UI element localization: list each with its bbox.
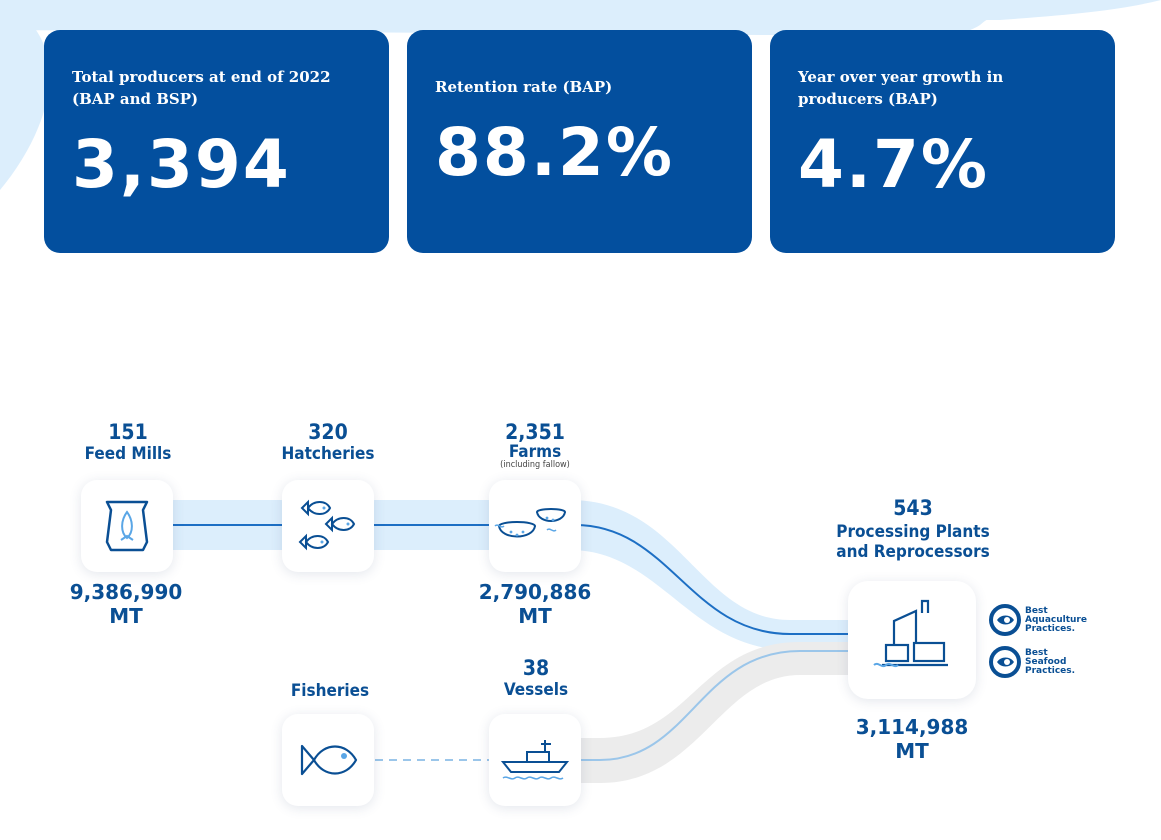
bap-logo-line3: Practices. <box>1025 623 1076 634</box>
stat-value: 88.2% <box>435 114 674 191</box>
fisheries-flow-band <box>535 642 880 783</box>
feed-bag-icon <box>105 500 149 552</box>
farms-name: Farms <box>508 442 562 462</box>
boat-icon <box>500 740 570 780</box>
bap-logo: Best Aquaculture Practices. <box>988 603 1087 637</box>
stat-card-total-producers: Total producers at end of 2022 (BAP and … <box>44 30 389 253</box>
farms-label: 2,351 Farms (including fallow) <box>470 420 600 470</box>
farms-tonnage: 2,790,886 MT <box>478 580 592 628</box>
stat-card-yoy-growth: Year over year growth in producers (BAP)… <box>770 30 1115 253</box>
bap-logo-line2: Aquaculture <box>1025 614 1087 625</box>
bsp-eye-icon <box>989 646 1021 678</box>
fisheries-node <box>282 714 374 806</box>
fisheries-name: Fisheries <box>290 681 370 701</box>
processing-tonnage: 3,114,988 MT <box>855 715 969 763</box>
bap-logo-line1: Best <box>1025 605 1048 616</box>
stat-label: Retention rate (BAP) <box>435 78 613 96</box>
fish-icon <box>300 744 358 776</box>
bsp-logo: Best Seafood Practices. <box>988 645 1075 679</box>
bsp-logo-line2: Seafood <box>1025 656 1067 667</box>
vessels-node <box>489 714 581 806</box>
small-fish-icon <box>298 499 356 551</box>
feed-mills-label: 151 Feed Mills <box>68 420 188 464</box>
farms-node <box>489 480 581 572</box>
feed-mills-tonnage: 9,386,990 MT <box>69 580 183 628</box>
bap-eye-icon <box>989 604 1021 636</box>
hatcheries-label: 320 Hatcheries <box>268 420 388 464</box>
processing-count: 543 <box>893 496 933 520</box>
background-wave <box>0 0 1161 190</box>
farms-count: 2,351 <box>505 420 565 444</box>
feed-mills-count: 151 <box>108 420 148 444</box>
vessels-name: Vessels <box>503 680 569 700</box>
hatcheries-name: Hatcheries <box>281 444 375 464</box>
fisheries-label: Fisheries <box>270 681 390 701</box>
feed-mills-node <box>81 480 173 572</box>
bsp-logo-line3: Practices. <box>1025 665 1076 676</box>
fish-pen-icon <box>494 508 566 538</box>
farms-note: (including fallow) <box>500 460 570 470</box>
stat-card-retention-rate: Retention rate (BAP) 88.2% <box>407 30 752 253</box>
stat-label: Year over year growth in producers (BAP) <box>798 68 1004 108</box>
aquaculture-flow-line <box>126 524 880 635</box>
processing-label: 543 Processing Plants and Reprocessors <box>815 496 1011 562</box>
processing-name-line2: and Reprocessors <box>836 542 990 562</box>
fisheries-flow-line <box>560 650 880 761</box>
factory-icon <box>873 599 948 668</box>
vessels-count: 38 <box>522 656 550 680</box>
stat-value: 3,394 <box>72 126 291 203</box>
bsp-logo-line1: Best <box>1025 647 1048 658</box>
feed-mills-name: Feed Mills <box>84 444 172 464</box>
vessels-label: 38 Vessels <box>476 656 596 700</box>
processing-node <box>848 581 976 699</box>
hatcheries-count: 320 <box>308 420 348 444</box>
processing-name-line1: Processing Plants <box>836 522 990 542</box>
stat-label: Total producers at end of 2022 (BAP and … <box>72 68 331 108</box>
hatcheries-node <box>282 480 374 572</box>
stat-value: 4.7% <box>798 126 990 203</box>
